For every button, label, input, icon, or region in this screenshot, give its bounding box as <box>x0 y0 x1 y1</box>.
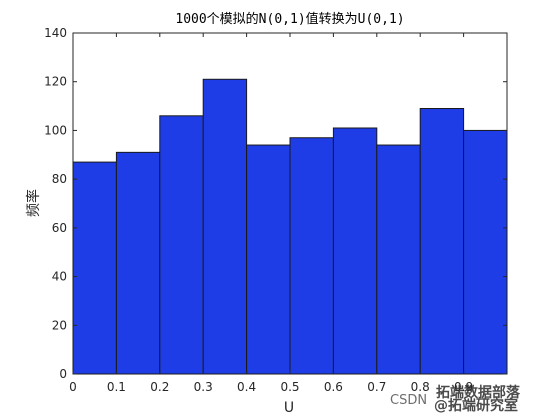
y-tick-label: 100 <box>44 123 67 137</box>
chart-title: 1000个模拟的N(0,1)值转换为U(0,1) <box>175 11 404 27</box>
x-tick-label: 0 <box>69 380 77 394</box>
x-tick-label: 0.9 <box>454 380 473 394</box>
histogram-bar <box>159 115 204 375</box>
y-tick-label: 0 <box>59 367 67 381</box>
watermark: CSDN 拓端数据部落 @拓端研究室 <box>390 384 521 414</box>
y-axis-label: 频率 <box>25 189 42 217</box>
y-tick-label: 140 <box>44 26 67 40</box>
x-tick-label: 0.5 <box>280 380 299 394</box>
x-tick-label: 0.8 <box>411 380 430 394</box>
histogram-bar <box>419 108 465 375</box>
histogram-bar <box>202 78 248 375</box>
histogram-bar <box>115 151 161 375</box>
y-tick-label: 60 <box>52 221 67 235</box>
x-axis-label: U <box>284 400 294 416</box>
x-tick-label: 0.1 <box>107 380 126 394</box>
watermark-brand: 拓端数据部落 <box>436 384 521 401</box>
histogram-bar <box>72 161 117 375</box>
y-axis-ticks: 0 20 40 60 80 100 120 140 <box>44 26 507 381</box>
x-tick-label: 0.6 <box>324 380 343 394</box>
x-axis-ticks: 0 0.1 0.2 0.3 0.4 0.5 0.6 0.7 0.8 0.9 <box>69 33 473 394</box>
x-tick-label: 0.4 <box>237 380 256 394</box>
x-tick-label: 0.3 <box>194 380 213 394</box>
watermark-handle: @拓端研究室 <box>434 397 518 414</box>
histogram-bar <box>246 144 291 375</box>
x-tick-label: 0.2 <box>150 380 169 394</box>
histogram-bar <box>332 127 378 375</box>
y-tick-label: 120 <box>44 75 67 89</box>
histogram-bar <box>376 144 421 375</box>
bar-group <box>72 78 508 375</box>
y-tick-label: 20 <box>52 318 67 332</box>
y-tick-label: 40 <box>52 270 67 284</box>
watermark-csdn: CSDN <box>390 393 427 408</box>
histogram-bar <box>463 129 508 375</box>
histogram-bar <box>289 137 334 375</box>
x-tick-label: 0.7 <box>367 380 386 394</box>
y-tick-label: 80 <box>52 172 67 186</box>
